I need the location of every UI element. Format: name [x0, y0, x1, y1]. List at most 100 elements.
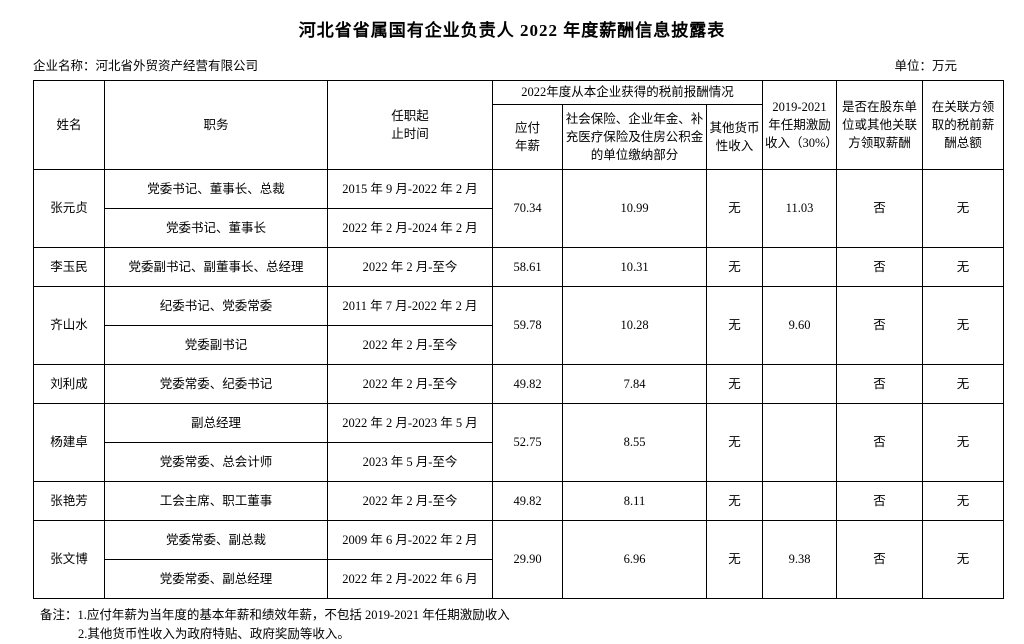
meta-row: 企业名称：河北省外贸资产经营有限公司 单位：万元 — [33, 55, 1003, 74]
page-title: 河北省省属国有企业负责人 2022 年度薪酬信息披露表 — [298, 21, 726, 40]
cell-related-party: 否 — [836, 286, 924, 365]
cell-incentive: 9.60 — [762, 286, 838, 365]
cell-other-income: 无 — [705, 286, 764, 365]
cell-incentive — [762, 403, 838, 482]
cell-term-period: 2015 年 9 月-2022 年 2 月 — [327, 169, 493, 209]
table-row: 张文博 党委常委、副总裁 2009 年 6 月-2022 年 2 月 29.90 6.9… — [33, 520, 1005, 599]
cell-name: 张艳芳 — [33, 481, 105, 521]
cell-insurance: 6.96 — [562, 520, 707, 599]
cell-position: 党委常委、副总裁 — [104, 520, 328, 560]
cell-position: 纪委书记、党委常委 — [104, 286, 328, 326]
cell-other-income: 无 — [705, 247, 764, 287]
cell-term-period: 2022 年 2 月-至今 — [327, 481, 493, 521]
unit-label: 单位：万元 — [894, 59, 957, 73]
cell-term-period: 2023 年 5 月-至今 — [327, 442, 493, 482]
header-term: 任职起 止时间 — [327, 80, 493, 170]
salary-disclosure-table: 姓名 职务 任职起 止时间 2022年度从本企业获得的税前报酬情况 2019-2… — [33, 80, 1005, 599]
cell-term-period: 2022 年 2 月-2024 年 2 月 — [327, 208, 493, 248]
cell-incentive — [762, 481, 838, 521]
header-compensation-group: 2022年度从本企业获得的税前报酬情况 — [491, 80, 764, 105]
cell-salary: 59.78 — [492, 286, 563, 365]
cell-related-amount: 无 — [922, 169, 1005, 248]
table-row: 齐山水 纪委书记、党委常委 2011 年 7 月-2022 年 2 月 59.78 10… — [33, 286, 1005, 365]
header-insurance: 社会保险、企业年金、补充医疗保险及住房公积金的单位缴纳部分 — [562, 104, 707, 170]
cell-related-party: 否 — [836, 169, 924, 248]
cell-name: 张元贞 — [33, 169, 105, 248]
cell-name: 张文博 — [33, 520, 105, 599]
cell-related-amount: 无 — [922, 247, 1005, 287]
cell-related-party: 否 — [836, 403, 924, 482]
cell-salary: 70.34 — [492, 169, 563, 248]
cell-other-income: 无 — [705, 520, 764, 599]
cell-incentive — [762, 364, 838, 404]
cell-position: 党委副书记、副董事长、总经理 — [104, 247, 328, 287]
cell-insurance: 10.31 — [562, 247, 707, 287]
cell-salary: 49.82 — [492, 481, 563, 521]
cell-salary: 49.82 — [492, 364, 563, 404]
note-line: 2.其他货币性收入为政府特贴、政府奖励等收入。 — [78, 626, 350, 641]
footer-notes: 备注：1.应付年薪为当年度的基本年薪和绩效年薪，不包括 2019-2021 年任… — [40, 606, 1024, 644]
cell-position: 副总经理 — [104, 403, 328, 443]
cell-related-party: 否 — [836, 247, 924, 287]
header-position: 职务 — [104, 80, 328, 170]
company-name-label: 企业名称：河北省外贸资产经营有限公司 — [33, 59, 259, 73]
cell-other-income: 无 — [705, 403, 764, 482]
cell-incentive: 11.03 — [762, 169, 838, 248]
cell-position: 党委副书记 — [104, 325, 328, 365]
cell-salary: 29.90 — [492, 520, 563, 599]
cell-position: 党委书记、董事长、总裁 — [104, 169, 328, 209]
header-row-group: 姓名 职务 任职起 止时间 2022年度从本企业获得的税前报酬情况 2019-2… — [33, 80, 1005, 170]
header-name: 姓名 — [33, 80, 105, 170]
cell-position: 党委常委、总会计师 — [104, 442, 328, 482]
cell-related-party: 否 — [836, 364, 924, 404]
cell-name: 李玉民 — [33, 247, 105, 287]
table-row: 党委常委、总会计师 2023 年 5 月-至今 — [34, 442, 1004, 482]
header-row-sub: 应付 年薪 社会保险、企业年金、补充医疗保险及住房公积金的单位缴纳部分 其他货币… — [34, 104, 1004, 170]
cell-term-period: 2009 年 6 月-2022 年 2 月 — [327, 520, 493, 560]
cell-other-income: 无 — [705, 364, 764, 404]
cell-name: 刘利成 — [33, 364, 105, 404]
table-row: 张元贞 党委书记、董事长、总裁 2015 年 9 月-2022 年 2 月 70.34… — [33, 169, 1005, 248]
table-row: 张艳芳 工会主席、职工董事 2022 年 2 月-至今 49.82 8.11 无否无 — [33, 481, 1005, 521]
cell-term-period: 2022 年 2 月-至今 — [327, 247, 493, 287]
header-related-amount: 在关联方领 取的税前薪 酬总额 — [922, 80, 1005, 170]
cell-position: 党委常委、纪委书记 — [104, 364, 328, 404]
table-header: 姓名 职务 任职起 止时间 2022年度从本企业获得的税前报酬情况 2019-2… — [33, 80, 1005, 170]
cell-insurance: 10.99 — [562, 169, 707, 248]
table-body: 张元贞 党委书记、董事长、总裁 2015 年 9 月-2022 年 2 月 70.34… — [33, 169, 1005, 599]
cell-term-period: 2011 年 7 月-2022 年 2 月 — [327, 286, 493, 326]
cell-incentive — [762, 247, 838, 287]
cell-salary: 58.61 — [492, 247, 563, 287]
cell-position: 党委常委、副总经理 — [104, 559, 328, 599]
cell-term-period: 2022 年 2 月-至今 — [327, 364, 493, 404]
table-row: 党委书记、董事长 2022 年 2 月-2024 年 2 月 — [34, 208, 1004, 248]
cell-term-period: 2022 年 2 月-至今 — [327, 325, 493, 365]
note-line: 备注：1.应付年薪为当年度的基本年薪和绩效年薪，不包括 2019-2021 年任… — [40, 608, 510, 622]
cell-related-amount: 无 — [922, 364, 1005, 404]
cell-insurance: 8.55 — [562, 403, 707, 482]
header-other-income: 其他货币 性收入 — [705, 104, 764, 170]
cell-related-amount: 无 — [922, 520, 1005, 599]
cell-related-amount: 无 — [922, 403, 1005, 482]
cell-term-period: 2022 年 2 月-2023 年 5 月 — [327, 403, 493, 443]
cell-name: 杨建卓 — [33, 403, 105, 482]
cell-insurance: 10.28 — [562, 286, 707, 365]
cell-term-period: 2022 年 2 月-2022 年 6 月 — [327, 559, 493, 599]
table-row: 杨建卓 副总经理 2022 年 2 月-2023 年 5 月 52.75 8.55 无否无 — [33, 403, 1005, 482]
table-row: 党委常委、副总经理 2022 年 2 月-2022 年 6 月 — [34, 559, 1004, 599]
header-related-party: 是否在股东单 位或其他关联 方领取薪酬 — [836, 80, 924, 170]
cell-name: 齐山水 — [33, 286, 105, 365]
cell-related-amount: 无 — [922, 481, 1005, 521]
cell-other-income: 无 — [705, 169, 764, 248]
cell-related-party: 否 — [836, 520, 924, 599]
cell-related-party: 否 — [836, 481, 924, 521]
cell-related-amount: 无 — [922, 286, 1005, 365]
header-salary: 应付 年薪 — [492, 104, 563, 170]
cell-insurance: 7.84 — [562, 364, 707, 404]
table-row: 李玉民 党委副书记、副董事长、总经理 2022 年 2 月-至今 58.61 10.31… — [33, 247, 1005, 287]
cell-position: 党委书记、董事长 — [104, 208, 328, 248]
cell-insurance: 8.11 — [562, 481, 707, 521]
cell-incentive: 9.38 — [762, 520, 838, 599]
cell-salary: 52.75 — [492, 403, 563, 482]
header-incentive: 2019-2021 年任期激励 收入（30%） — [762, 80, 838, 170]
